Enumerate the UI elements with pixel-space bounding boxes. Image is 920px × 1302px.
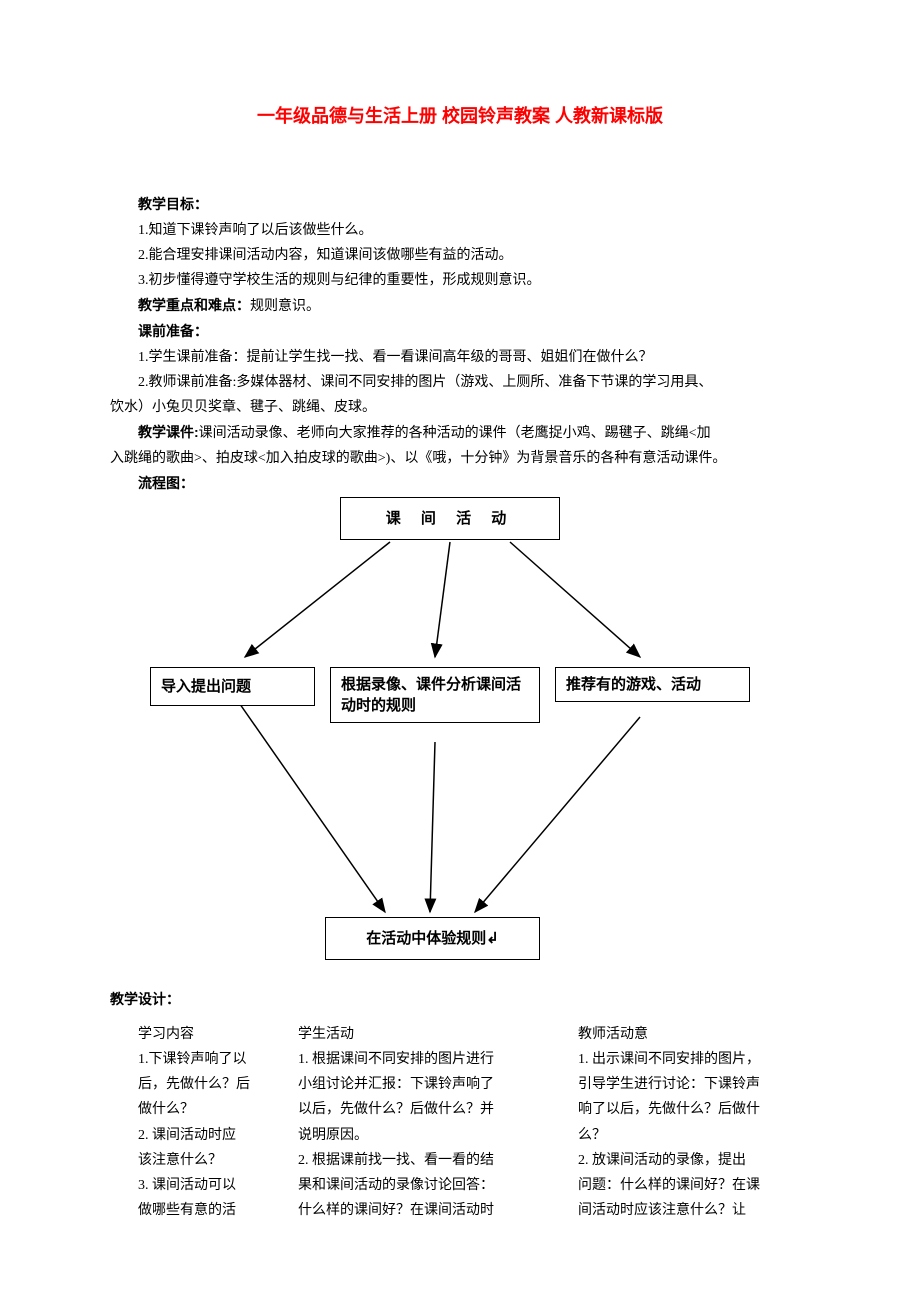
design-cell: 3. 课间活动可以 — [110, 1173, 270, 1198]
design-cell: 2. 课间活动时应 — [110, 1123, 270, 1148]
courseware-text1: 课间活动录像、老师向大家推荐的各种活动的课件（老鹰捉小鸡、踢毽子、跳绳<加 — [199, 426, 711, 441]
design-label: 教学设计： — [110, 987, 810, 1012]
flowchart-container: 课 间 活 动 导入提出问题 根据录像、课件分析课间活动时的规则 推荐有的游戏、… — [110, 497, 810, 987]
design-cell: 1. 根据课间不同安排的图片进行 — [270, 1047, 550, 1072]
flowchart-node-bottom: 在活动中体验规则↲ — [325, 917, 540, 960]
design-cell: 该注意什么？ — [110, 1148, 270, 1173]
objective-2: 2.能合理安排课间活动内容，知道课间该做哪些有益的活动。 — [110, 243, 810, 268]
objective-3: 3.初步懂得遵守学校生活的规则与纪律的重要性，形成规则意识。 — [110, 268, 810, 293]
design-header-row: 学习内容 学生活动 教师活动意 — [110, 1022, 810, 1047]
flowchart-node-mid2: 根据录像、课件分析课间活动时的规则 — [330, 667, 540, 723]
design-row: 该注意什么？ 2. 根据课前找一找、看一看的结 2. 放课间活动的录像，提出 — [110, 1148, 810, 1173]
design-cell: 响了以后，先做什么？后做什 — [550, 1097, 810, 1122]
page-title: 一年级品德与生活上册 校园铃声教案 人教新课标版 — [110, 100, 810, 132]
prep-1: 1.学生课前准备：提前让学生找一找、看一看课间高年级的哥哥、姐姐们在做什么？ — [110, 345, 810, 370]
flowchart-arrows — [110, 497, 810, 987]
design-row: 做什么？ 以后，先做什么？后做什么？并 响了以后，先做什么？后做什 — [110, 1097, 810, 1122]
courseware-line1: 教学课件:课间活动录像、老师向大家推荐的各种活动的课件（老鹰捉小鸡、踢毽子、跳绳… — [110, 420, 810, 446]
prep-2b: 饮水）小兔贝贝奖章、毽子、跳绳、皮球。 — [110, 395, 810, 420]
design-cell: 做哪些有意的活 — [110, 1198, 270, 1223]
design-cell: 以后，先做什么？后做什么？并 — [270, 1097, 550, 1122]
design-cell: 1. 出示课间不同安排的图片， — [550, 1047, 810, 1072]
courseware-line2: 入跳绳的歌曲>、拍皮球<加入拍皮球的歌曲>)、以《哦，十分钟》为背景音乐的各种有… — [110, 446, 810, 471]
design-cell: 什么样的课间好？在课间活动时 — [270, 1198, 550, 1223]
flowchart-label: 流程图： — [110, 471, 810, 496]
courseware-label: 教学课件: — [138, 424, 199, 440]
flowchart-node-mid3: 推荐有的游戏、活动 — [555, 667, 750, 702]
design-row: 2. 课间活动时应 说明原因。 么？ — [110, 1123, 810, 1148]
keypoints-line: 教学重点和难点：规则意识。 — [110, 293, 810, 319]
design-cell: 1.下课铃声响了以 — [110, 1047, 270, 1072]
design-header-2: 学生活动 — [270, 1022, 550, 1047]
design-row: 3. 课间活动可以 果和课间活动的录像讨论回答： 问题：什么样的课间好？在课 — [110, 1173, 810, 1198]
objectives-label: 教学目标： — [110, 192, 810, 217]
flowchart-node-top: 课 间 活 动 — [340, 497, 560, 540]
design-cell: 引导学生进行讨论：下课铃声 — [550, 1072, 810, 1097]
flowchart-node-mid1: 导入提出问题 — [150, 667, 315, 706]
design-header-3: 教师活动意 — [550, 1022, 810, 1047]
design-cell: 2. 放课间活动的录像，提出 — [550, 1148, 810, 1173]
design-cell: 问题：什么样的课间好？在课 — [550, 1173, 810, 1198]
design-cell: 后，先做什么？后 — [110, 1072, 270, 1097]
design-cell: 么？ — [550, 1123, 810, 1148]
design-row: 做哪些有意的活 什么样的课间好？在课间活动时 间活动时应该注意什么？让 — [110, 1198, 810, 1223]
design-table: 学习内容 学生活动 教师活动意 1.下课铃声响了以 1. 根据课间不同安排的图片… — [110, 1022, 810, 1224]
design-cell: 2. 根据课前找一找、看一看的结 — [270, 1148, 550, 1173]
design-row: 1.下课铃声响了以 1. 根据课间不同安排的图片进行 1. 出示课间不同安排的图… — [110, 1047, 810, 1072]
prep-label: 课前准备： — [110, 319, 810, 344]
design-cell: 果和课间活动的录像讨论回答： — [270, 1173, 550, 1198]
design-row: 后，先做什么？后 小组讨论并汇报：下课铃声响了 引导学生进行讨论：下课铃声 — [110, 1072, 810, 1097]
keypoints-text: 规则意识。 — [250, 299, 320, 314]
design-cell: 说明原因。 — [270, 1123, 550, 1148]
design-cell: 间活动时应该注意什么？让 — [550, 1198, 810, 1223]
prep-2a: 2.教师课前准备:多媒体器材、课间不同安排的图片（游戏、上厕所、准备下节课的学习… — [110, 370, 810, 395]
keypoints-label: 教学重点和难点： — [138, 297, 250, 313]
design-header-1: 学习内容 — [110, 1022, 270, 1047]
design-cell: 小组讨论并汇报：下课铃声响了 — [270, 1072, 550, 1097]
design-cell: 做什么？ — [110, 1097, 270, 1122]
objective-1: 1.知道下课铃声响了以后该做些什么。 — [110, 218, 810, 243]
